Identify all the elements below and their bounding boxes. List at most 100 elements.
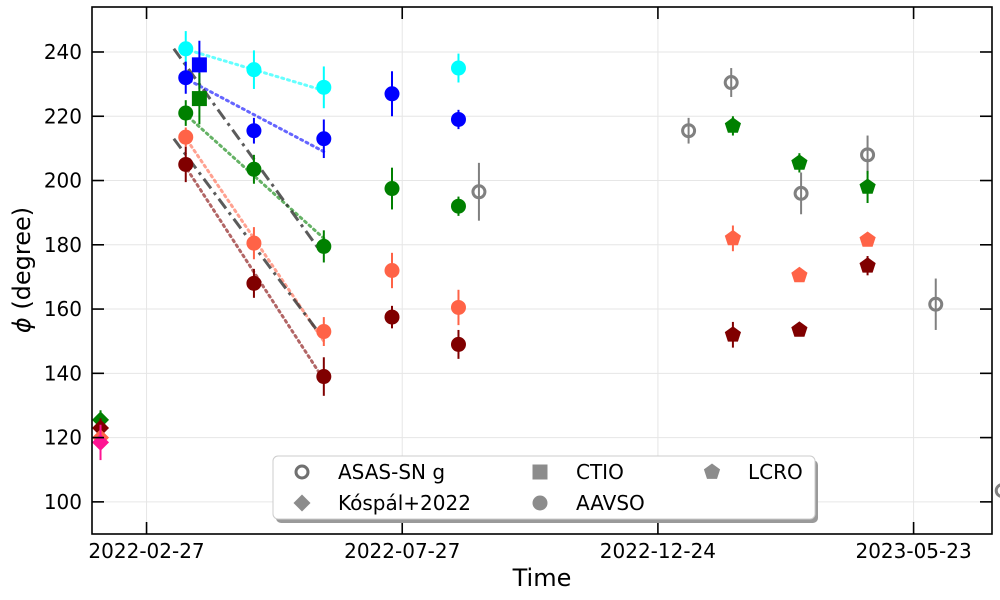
x-tick-label: 2022-12-24 — [600, 539, 716, 563]
legend-label: AAVSO — [576, 491, 645, 515]
legend-marker-pentagon — [703, 463, 721, 479]
point-marker — [724, 229, 741, 246]
data-point-circle — [316, 317, 332, 347]
data-point-circle — [316, 66, 332, 109]
data-point-circle — [246, 50, 262, 89]
y-tick-label: 100 — [44, 490, 82, 514]
point-marker — [450, 299, 466, 315]
point-marker — [246, 161, 262, 177]
legend-entry: Kóspál+2022 — [293, 491, 471, 515]
dotted-trend-line — [182, 76, 326, 154]
point-marker — [246, 275, 262, 291]
data-points — [92, 31, 1000, 498]
data-point-circle — [178, 61, 194, 94]
point-marker — [724, 326, 741, 342]
legend-entry: AAVSO — [532, 491, 645, 515]
data-point-pentagon — [859, 256, 876, 276]
x-tick-label: 2023-05-23 — [855, 539, 971, 563]
data-point-open-circle — [723, 68, 739, 97]
data-point-circle — [246, 117, 262, 144]
data-point-circle — [384, 252, 400, 289]
point-marker — [384, 181, 400, 197]
point-marker — [384, 86, 400, 102]
grid — [92, 7, 992, 534]
data-point-circle — [450, 53, 466, 83]
point-marker — [178, 41, 194, 57]
axis-ticks: 2022-02-27 2022-07-27 2022-12-24 2023-05-23… — [44, 7, 992, 563]
point-marker — [450, 60, 466, 76]
legend-label: ASAS-SN g — [338, 460, 445, 484]
point-marker — [191, 91, 207, 107]
point-marker — [384, 263, 400, 278]
point-marker — [859, 231, 876, 247]
point-marker — [681, 123, 697, 139]
data-point-pentagon — [724, 225, 741, 252]
data-point-circle — [450, 196, 466, 216]
data-point-circle — [384, 167, 400, 210]
legend-entry: CTIO — [532, 460, 624, 484]
data-point-pentagon — [724, 321, 741, 348]
data-point-circle — [246, 227, 262, 260]
y-tick-label: 120 — [44, 426, 82, 450]
dotted-trend-line — [182, 111, 326, 240]
point-marker — [191, 57, 207, 73]
point-marker — [246, 235, 262, 251]
y-tick-label: 200 — [44, 169, 82, 193]
data-point-circle — [178, 127, 194, 147]
point-marker — [384, 309, 400, 325]
data-point-circle — [178, 100, 194, 126]
legend-marker-open-circle — [294, 464, 310, 480]
legend-marker-circle — [532, 495, 548, 511]
point-marker — [316, 131, 332, 147]
data-point-pentagon — [791, 266, 808, 283]
data-point-circle — [384, 305, 400, 329]
point-marker — [791, 266, 808, 283]
point-marker — [860, 147, 876, 163]
data-point-circle — [450, 289, 466, 326]
data-point-circle — [178, 31, 194, 67]
legend-label: Kóspál+2022 — [338, 491, 471, 515]
legend-entry: ASAS-SN g — [294, 460, 445, 484]
point-marker — [178, 105, 194, 121]
point-marker — [316, 369, 332, 385]
data-point-pentagon — [791, 321, 808, 337]
y-tick-label: 140 — [44, 361, 82, 385]
point-marker — [471, 184, 487, 200]
data-point-open-circle — [994, 483, 1000, 498]
point-marker — [994, 483, 1000, 498]
data-point-open-circle — [928, 278, 944, 330]
point-marker — [178, 156, 194, 172]
dashdot-trend-line — [172, 47, 322, 253]
legend-box — [272, 455, 816, 520]
x-tick-label: 2022-07-27 — [344, 539, 460, 563]
data-point-open-circle — [681, 117, 697, 144]
point-marker — [450, 198, 466, 214]
data-point-circle — [246, 268, 262, 298]
legend-marker-square — [532, 464, 548, 480]
point-marker — [791, 321, 808, 337]
data-point-circle — [450, 109, 466, 130]
point-marker — [450, 336, 466, 352]
point-marker — [859, 178, 876, 194]
y-tick-label: 240 — [44, 40, 82, 64]
legend-label: CTIO — [576, 460, 624, 484]
point-marker — [316, 324, 332, 340]
point-marker — [450, 111, 466, 127]
data-point-open-circle — [471, 162, 487, 221]
data-point-pentagon — [859, 231, 876, 247]
y-tick-label: 220 — [44, 104, 82, 128]
x-axis-title: Time — [512, 564, 572, 592]
point-marker — [928, 296, 944, 312]
data-point-pentagon — [859, 170, 876, 204]
data-point-circle — [316, 119, 332, 159]
y-axis-title-symbol: ϕ — [8, 317, 36, 333]
data-point-circle — [316, 230, 332, 263]
legend-entry: LCRO — [703, 460, 803, 484]
point-marker — [178, 129, 194, 145]
plot-frame — [91, 6, 993, 535]
y-axis-title: ϕ (degree) — [8, 207, 36, 333]
data-point-pentagon — [791, 153, 808, 173]
point-marker — [316, 79, 332, 95]
point-marker — [859, 257, 876, 273]
